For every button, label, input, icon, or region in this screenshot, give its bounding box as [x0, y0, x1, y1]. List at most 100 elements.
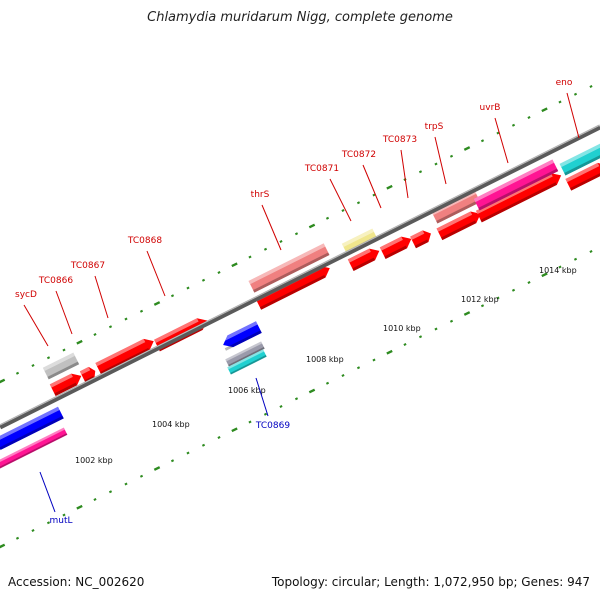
upper-tick	[76, 339, 83, 345]
lower-tick	[558, 265, 562, 269]
upper-tick	[341, 209, 345, 212]
gene-label: eno	[556, 78, 573, 88]
lower-tick	[93, 498, 97, 501]
upper-tick	[558, 100, 562, 104]
upper-tick	[434, 162, 438, 166]
upper-tick	[46, 356, 51, 360]
category-feature	[42, 352, 80, 380]
upper-tick	[217, 271, 221, 274]
lower-tick	[15, 536, 20, 540]
lower-tick	[294, 397, 299, 401]
gene-label: thrS	[251, 190, 270, 200]
label-leader	[255, 377, 269, 417]
gene-label: TC0866	[38, 276, 73, 286]
lower-tick	[589, 250, 593, 253]
gene-label: TC0868	[127, 236, 162, 246]
label-leader	[434, 136, 447, 185]
label-leader	[494, 117, 509, 164]
lower-tick	[418, 335, 423, 339]
ruler-label: 1012 kbp	[461, 295, 499, 304]
reverse-category	[225, 341, 265, 367]
gene-label: TC0873	[382, 135, 417, 145]
reverse-gene	[0, 406, 64, 454]
lower-tick	[356, 366, 361, 370]
accession-label: Accession: NC_002620	[8, 575, 145, 589]
gene-label: TC0871	[304, 164, 339, 174]
lower-tick	[403, 343, 407, 346]
lower-tick	[62, 513, 66, 517]
lower-tick	[341, 374, 345, 377]
upper-tick	[153, 301, 161, 306]
ruler-label: 1014 kbp	[539, 266, 577, 275]
lower-tick	[372, 358, 376, 362]
gene-label: sycD	[15, 290, 37, 300]
gene-label: TC0869	[255, 421, 290, 431]
label-leader	[329, 178, 352, 222]
feature-tracks	[0, 142, 600, 473]
lower-tick	[308, 388, 316, 394]
lower-tick	[139, 474, 144, 478]
label-leader	[39, 471, 56, 513]
forward-gene	[95, 338, 154, 375]
upper-tick	[15, 371, 20, 375]
upper-tick	[356, 201, 361, 205]
upper-tick	[325, 216, 330, 220]
lower-tick	[76, 504, 83, 510]
lower-tick	[31, 529, 35, 532]
lower-tick	[248, 420, 252, 424]
upper-tick	[248, 255, 252, 259]
upper-tick	[294, 232, 299, 236]
label-leader	[566, 92, 580, 139]
gene-label: TC0872	[341, 150, 376, 160]
ruler-label: 1010 kbp	[383, 324, 421, 333]
ruler-label: 1002 kbp	[75, 456, 113, 465]
label-leader	[146, 250, 166, 297]
upper-tick	[527, 116, 531, 119]
upper-tick	[463, 146, 471, 151]
lower-tick	[0, 543, 6, 549]
upper-tick	[480, 139, 485, 143]
reverse-category	[0, 427, 68, 473]
genome-backbone	[0, 124, 600, 430]
lower-tick	[434, 327, 438, 331]
lower-tick	[124, 482, 128, 486]
ruler-ticks: 1002 kbp 1004 kbp 1006 kbp 1008 kbp 1010 kbp…	[0, 85, 593, 549]
upper-tick	[511, 123, 516, 127]
upper-tick	[231, 262, 238, 268]
lower-tick	[511, 288, 516, 292]
upper-tick	[186, 286, 190, 290]
lower-tick	[231, 427, 238, 433]
forward-gene	[565, 162, 600, 191]
lower-tick	[186, 451, 190, 455]
lower-tick	[108, 490, 113, 494]
upper-tick	[263, 247, 268, 251]
lower-tick	[325, 381, 330, 385]
upper-tick	[418, 170, 423, 174]
lower-tick	[279, 405, 283, 408]
lower-tick	[463, 311, 471, 316]
lower-tick	[527, 281, 531, 284]
genome-summary: Topology: circular; Length: 1,072,950 bp…	[271, 575, 590, 589]
forward-gene	[436, 211, 481, 241]
category-feature	[559, 142, 600, 176]
upper-tick	[573, 92, 578, 96]
gene-label: mutL	[49, 516, 72, 526]
forward-gene	[410, 230, 431, 249]
upper-tick	[449, 154, 454, 158]
lower-tick	[573, 257, 578, 261]
label-leader	[23, 304, 49, 347]
lower-tick	[153, 466, 161, 471]
upper-tick	[62, 348, 66, 352]
lower-tick	[386, 349, 393, 355]
ruler-label: 1004 kbp	[152, 420, 190, 429]
upper-tick	[308, 223, 316, 229]
backbone-line	[0, 124, 600, 430]
label-leader	[55, 290, 73, 335]
upper-tick	[589, 85, 593, 88]
upper-tick	[372, 193, 376, 197]
upper-tick	[31, 364, 35, 367]
category-feature	[248, 243, 330, 293]
lower-tick	[263, 412, 268, 416]
